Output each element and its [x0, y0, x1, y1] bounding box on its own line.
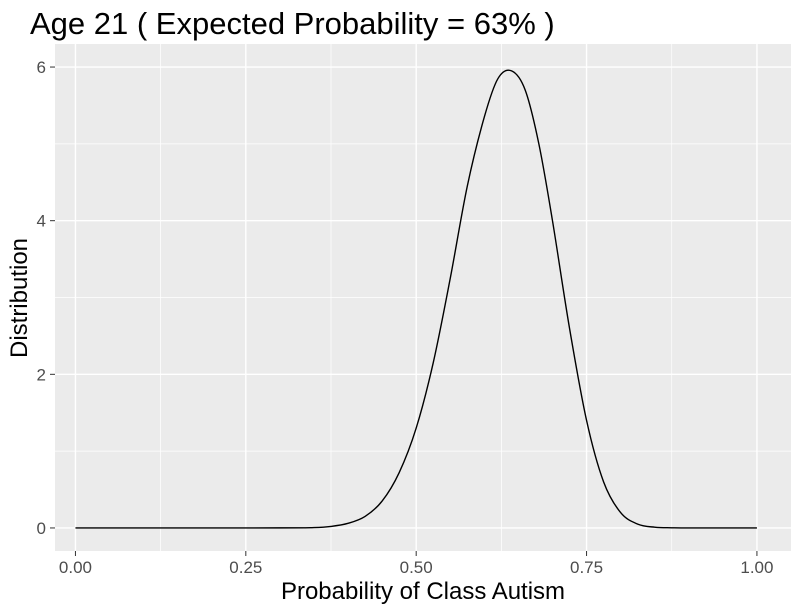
density-curve — [75, 69, 757, 529]
x-axis-label: Probability of Class Autism — [281, 578, 565, 605]
x-tick-label: 1.00 — [740, 558, 773, 577]
x-tick-label: 0.50 — [400, 558, 433, 577]
grid-lines — [55, 44, 791, 551]
x-tick-label: 0.25 — [229, 558, 262, 577]
y-tick-label: 0 — [37, 519, 46, 538]
y-tick-label: 6 — [37, 58, 46, 77]
y-tick-label: 4 — [37, 212, 46, 231]
axis-ticks: 0.00 0.25 0.50 0.75 1.00 0 2 4 6 — [37, 58, 774, 577]
y-tick-label: 2 — [37, 365, 46, 384]
chart-title: Age 21 ( Expected Probability = 63% ) — [30, 6, 555, 41]
x-tick-label: 0.75 — [570, 558, 603, 577]
x-tick-label: 0.00 — [59, 558, 92, 577]
y-axis-label: Distribution — [6, 238, 33, 358]
